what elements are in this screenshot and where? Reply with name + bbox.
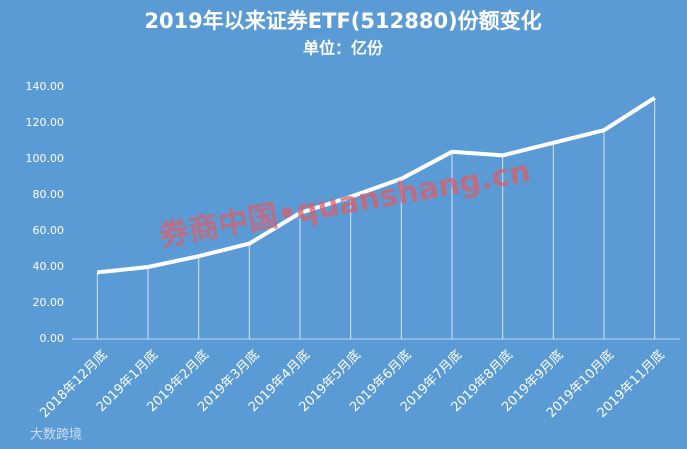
y-tick-label: 120.00 (26, 116, 65, 129)
y-tick-label: 40.00 (33, 260, 65, 273)
data-line (97, 96, 656, 275)
chart-subtitle: 单位：亿份 (303, 39, 384, 58)
y-tick-label: 60.00 (33, 224, 65, 237)
chart-title: 2019年以来证券ETF(512880)份额变化 (144, 9, 541, 33)
y-tick-label: 100.00 (26, 152, 65, 165)
corner-watermark: 大数跨境 (30, 428, 82, 443)
y-tick-label: 80.00 (33, 188, 65, 201)
y-tick-label: 20.00 (33, 296, 65, 309)
y-tick-label: 0.00 (40, 332, 65, 345)
y-tick-label: 140.00 (26, 80, 65, 93)
